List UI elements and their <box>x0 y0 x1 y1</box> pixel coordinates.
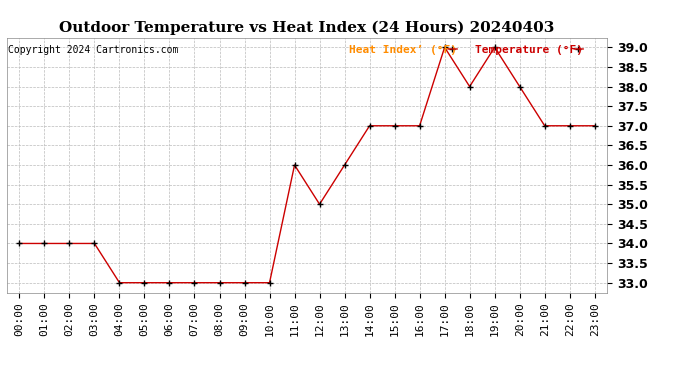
Text: Temperature (°F): Temperature (°F) <box>475 45 583 55</box>
Text: Copyright 2024 Cartronics.com: Copyright 2024 Cartronics.com <box>8 45 178 55</box>
Title: Outdoor Temperature vs Heat Index (24 Hours) 20240403: Outdoor Temperature vs Heat Index (24 Ho… <box>59 21 555 35</box>
Text: Heat Index’ (°F): Heat Index’ (°F) <box>349 45 457 55</box>
